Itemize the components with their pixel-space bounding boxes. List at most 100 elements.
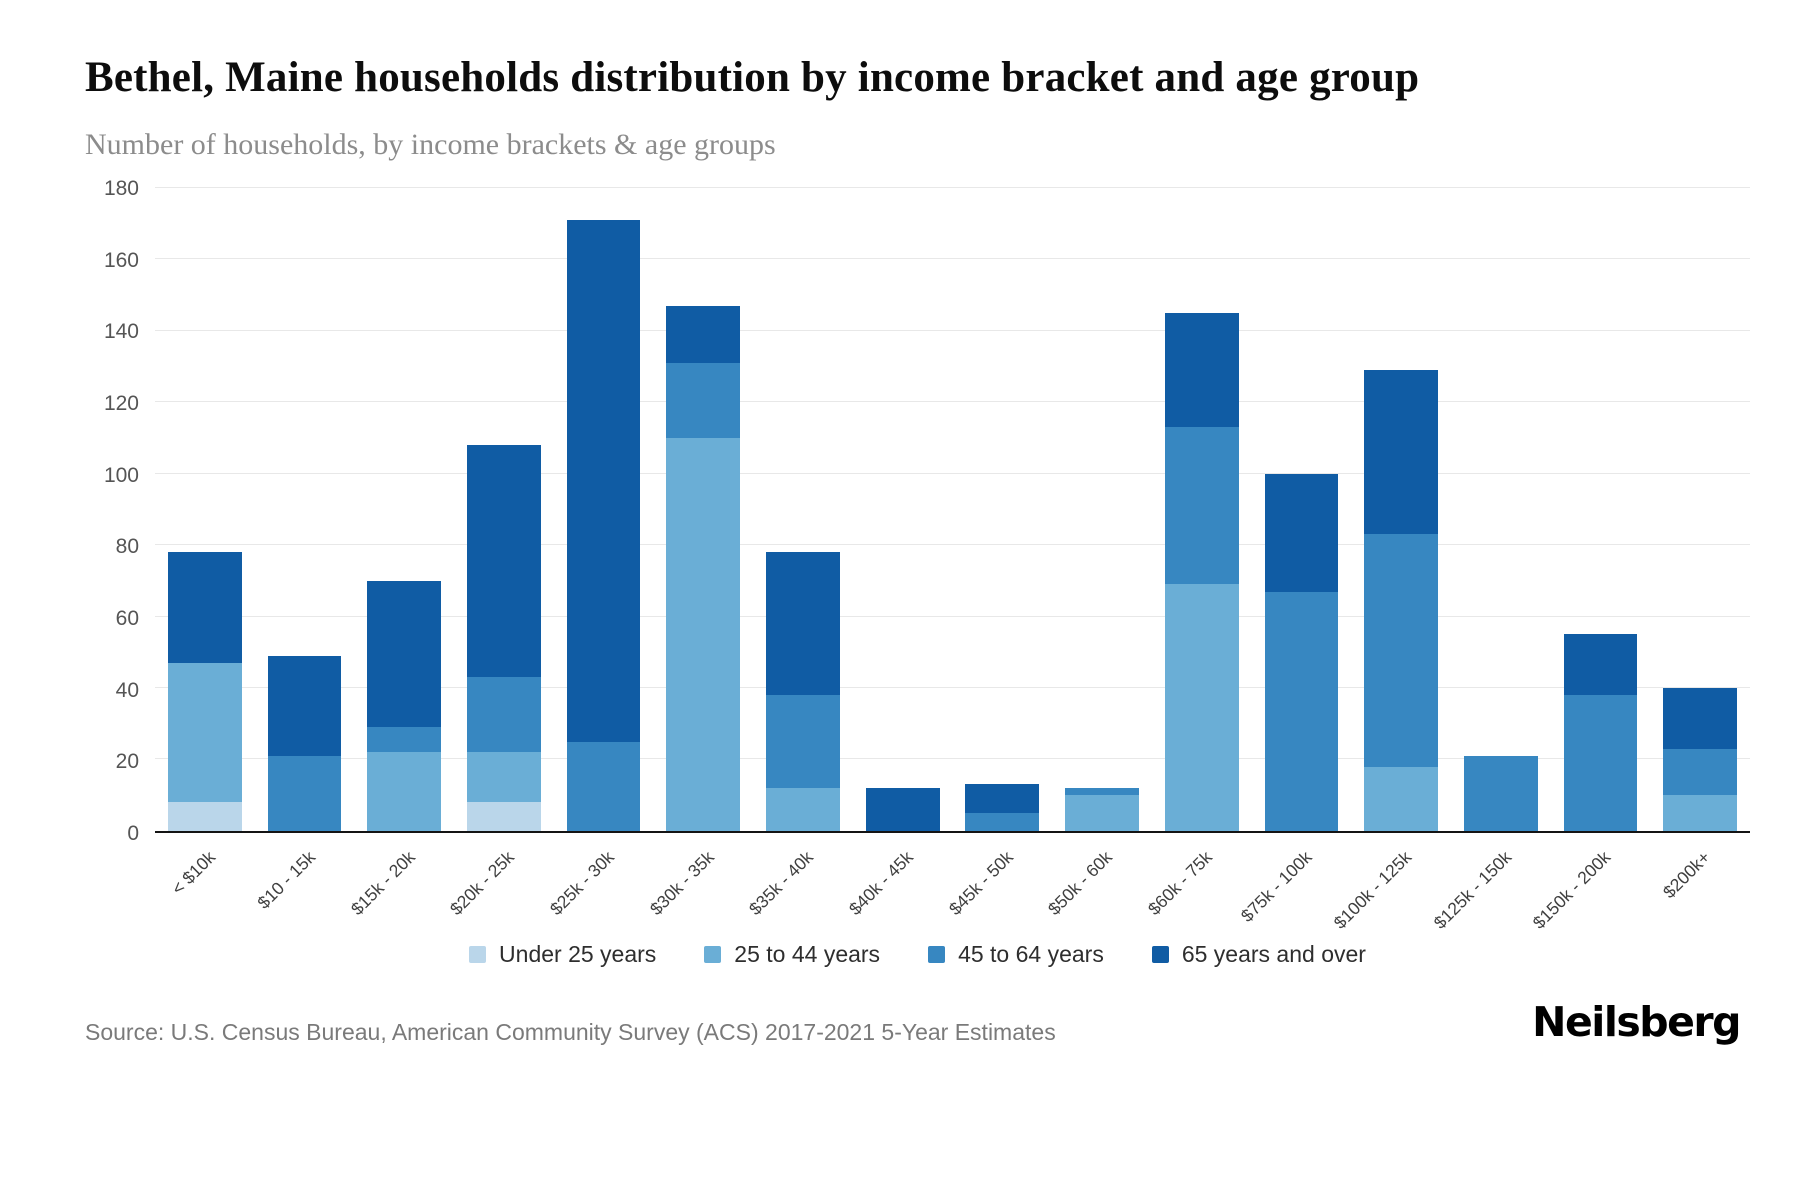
x-tick: $30k - 35k <box>645 833 753 941</box>
y-tick-label: 100 <box>103 463 139 487</box>
segment-45-to-64-years <box>566 741 641 831</box>
segment-45-to-64-years <box>1065 788 1139 796</box>
segment-45-to-64-years <box>267 755 342 831</box>
gridline <box>155 329 1750 331</box>
segment-45-to-64-years <box>467 677 541 753</box>
gridline <box>155 186 1750 188</box>
x-tick: $150k - 200k <box>1529 833 1651 941</box>
stacked-bar <box>367 580 442 831</box>
legend-item: 45 to 64 years <box>928 941 1104 968</box>
bar-column-0 <box>155 188 255 831</box>
x-tick-label: $25k - 30k <box>545 846 618 919</box>
segment-25-to-44-years <box>1663 795 1738 831</box>
y-tick-label: 0 <box>127 821 139 845</box>
gridline <box>155 544 1750 546</box>
brand-logo: Neilsberg <box>1532 997 1741 1046</box>
segment-45-to-64-years <box>766 695 840 789</box>
x-tick-label: $50k - 60k <box>1044 846 1117 919</box>
x-axis-labels: < $10k $10 - 15k $15k - 20k $20k - 25k $25k … <box>155 833 1750 941</box>
x-tick-label: $40k - 45k <box>844 846 917 919</box>
segment-65-years-and-over <box>865 788 940 831</box>
bar-column-6 <box>753 188 853 831</box>
segment-65-years-and-over <box>566 220 641 742</box>
segment-65-years-and-over <box>1663 688 1738 749</box>
segment-45-to-64-years <box>1563 695 1638 831</box>
segment-65-years-and-over <box>965 784 1040 814</box>
bars-row <box>155 188 1750 831</box>
gridline <box>155 758 1750 760</box>
x-tick: $35k - 40k <box>745 833 853 941</box>
segment-65-years-and-over <box>1164 312 1239 428</box>
segment-65-years-and-over <box>1563 634 1638 696</box>
segment-65-years-and-over <box>1364 370 1438 535</box>
legend-item: 25 to 44 years <box>704 941 880 968</box>
x-tick: $60k - 75k <box>1144 833 1252 941</box>
segment-25-to-44-years <box>467 752 541 803</box>
bar-column-10 <box>1152 188 1252 831</box>
bar-column-3 <box>454 188 554 831</box>
bar-column-8 <box>953 188 1053 831</box>
y-tick-label: 20 <box>115 750 139 774</box>
footer: Source: U.S. Census Bureau, American Com… <box>85 998 1750 1046</box>
segment-25-to-44-years <box>766 788 840 831</box>
y-tick-label: 140 <box>103 320 139 344</box>
segment-65-years-and-over <box>467 445 541 678</box>
segment-65-years-and-over <box>267 655 342 756</box>
segment-45-to-64-years <box>1264 591 1339 831</box>
segment-45-to-64-years <box>1663 748 1738 796</box>
source-note: Source: U.S. Census Bureau, American Com… <box>85 1018 1056 1045</box>
bar-column-15 <box>1650 188 1750 831</box>
bar-column-1 <box>255 188 355 831</box>
legend-label: 65 years and over <box>1181 940 1366 967</box>
stacked-bar <box>1663 688 1738 831</box>
x-tick-label: $20k - 25k <box>446 846 519 919</box>
x-tick-label: $10 - 15k <box>252 846 319 913</box>
bar-column-7 <box>853 188 953 831</box>
chart-title: Bethel, Maine households distribution by… <box>85 54 1420 101</box>
gridline <box>155 687 1750 689</box>
stacked-bar <box>865 788 940 831</box>
y-tick-label: 120 <box>103 391 139 415</box>
stacked-bar <box>666 305 741 831</box>
x-tick: $200k+ <box>1650 833 1750 941</box>
gridline <box>155 615 1750 617</box>
stacked-bar <box>1463 755 1538 831</box>
bar-column-9 <box>1052 188 1152 831</box>
legend: Under 25 years 25 to 44 years 45 to 64 yea… <box>85 941 1750 968</box>
legend-swatch <box>1151 945 1169 963</box>
segment-25-to-44-years <box>367 752 442 831</box>
legend-swatch <box>704 945 722 963</box>
stacked-bar <box>267 655 342 831</box>
legend-swatch <box>469 945 487 963</box>
gridline <box>155 258 1750 260</box>
stacked-bar <box>167 552 242 831</box>
stacked-bar <box>965 784 1040 831</box>
chart-page: Bethel, Maine households distribution by… <box>85 54 1750 1046</box>
segment-under-25-years <box>467 802 541 831</box>
legend-item: Under 25 years <box>469 941 656 968</box>
stacked-bar <box>1563 634 1638 831</box>
segment-45-to-64-years <box>367 727 442 753</box>
plot-area <box>155 186 1750 833</box>
segment-25-to-44-years <box>167 663 242 803</box>
segment-25-to-44-years <box>666 437 741 831</box>
x-tick: $25k - 30k <box>546 833 654 941</box>
segment-65-years-and-over <box>666 305 741 363</box>
x-tick-label: $200k+ <box>1659 846 1715 902</box>
segment-65-years-and-over <box>167 552 242 664</box>
x-tick-label: $60k - 75k <box>1143 846 1216 919</box>
segment-65-years-and-over <box>766 552 840 696</box>
x-tick-label: < $10k <box>167 846 219 899</box>
segment-65-years-and-over <box>1264 473 1339 592</box>
stacked-bar <box>1364 370 1438 831</box>
x-tick: $15k - 20k <box>346 833 454 941</box>
stacked-bar <box>766 552 840 831</box>
segment-45-to-64-years <box>1164 427 1239 585</box>
y-tick-label: 40 <box>115 678 139 702</box>
y-tick-label: 80 <box>115 535 139 559</box>
bar-column-12 <box>1351 188 1451 831</box>
bar-column-2 <box>354 188 454 831</box>
x-tick-label: $35k - 40k <box>745 846 818 919</box>
legend-label: Under 25 years <box>499 940 657 967</box>
x-tick: $10 - 15k <box>252 833 355 941</box>
